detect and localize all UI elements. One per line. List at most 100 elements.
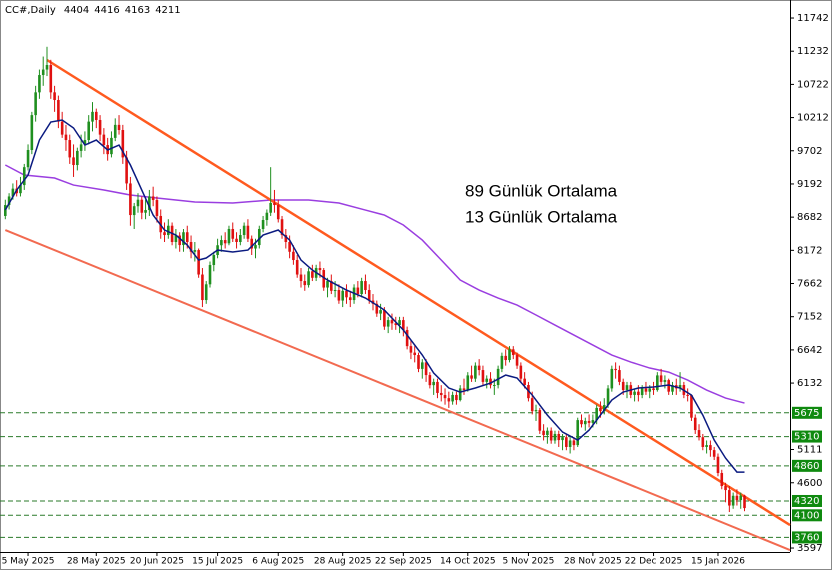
candle-body <box>239 235 242 243</box>
candle-body <box>538 410 542 431</box>
candle-body <box>523 378 526 386</box>
candle-body <box>265 212 269 221</box>
candle-body <box>709 445 712 451</box>
candle-body <box>481 370 485 382</box>
candle-body <box>591 420 595 423</box>
candle-body <box>129 183 132 216</box>
candle-body <box>462 388 466 391</box>
candle-body <box>614 368 617 371</box>
candle-body <box>656 375 659 391</box>
candle-body <box>667 380 670 392</box>
candle-body <box>663 380 667 382</box>
candle-body <box>561 437 564 441</box>
candle-body <box>341 290 344 301</box>
candle-body <box>504 355 507 361</box>
candle-body <box>125 157 128 184</box>
candle-body <box>580 420 583 425</box>
candle-body <box>163 232 166 236</box>
candle-body <box>76 150 79 166</box>
candle-body <box>64 134 68 141</box>
x-tick-label: 5 Nov 2025 <box>502 557 554 567</box>
candle-body <box>417 355 420 369</box>
y-tick-label: 11742 <box>797 13 829 24</box>
candle-body <box>53 92 56 101</box>
candle-body <box>45 65 49 70</box>
open: 4404 <box>64 5 89 16</box>
candle-body <box>659 375 663 382</box>
candle-body <box>424 362 428 376</box>
y-tick-label: 9192 <box>797 179 822 190</box>
x-tick-label: 28 May 2025 <box>67 557 126 567</box>
candle-body <box>223 240 227 244</box>
candle-body <box>644 388 648 392</box>
candle-body <box>22 167 26 186</box>
level-label-box <box>792 494 822 507</box>
candle-body <box>87 121 91 141</box>
candle-body <box>178 235 181 246</box>
candle-body <box>333 290 337 292</box>
candle-body <box>360 281 363 295</box>
x-tick-label: 6 Aug 2025 <box>252 557 304 567</box>
candle-body <box>500 355 504 369</box>
candle-body <box>735 495 739 501</box>
high: 4416 <box>94 5 119 16</box>
y-tick-label: 10212 <box>797 113 829 124</box>
candle-body <box>519 365 523 379</box>
candle-body <box>208 265 212 285</box>
candle-body <box>420 362 424 369</box>
candle-body <box>621 381 625 391</box>
y-tick-label: 10722 <box>797 79 829 90</box>
candle-body <box>280 219 284 236</box>
candle-body <box>572 440 576 446</box>
candle-body <box>68 140 72 158</box>
x-tick-label: 28 Nov 2025 <box>564 557 622 567</box>
candle-body <box>57 100 60 122</box>
candle-body <box>98 119 102 135</box>
candle-body <box>242 225 246 236</box>
moving-average <box>4 164 745 404</box>
candle-body <box>587 420 591 423</box>
y-tick-label: 8172 <box>797 245 822 256</box>
candle-body <box>113 124 117 138</box>
level-label-box <box>792 459 822 472</box>
candle-body <box>618 370 621 382</box>
candle-body <box>7 196 11 206</box>
candle-body <box>508 349 511 361</box>
x-tick-label: 15 Jan 2026 <box>691 557 745 567</box>
y-tick-label: 5111 <box>797 445 822 456</box>
y-tick-label: 9702 <box>797 146 822 157</box>
candle-body <box>220 240 223 246</box>
candle-body <box>269 202 272 213</box>
candle-body <box>693 417 697 431</box>
candle-body <box>553 433 557 441</box>
candle-body <box>686 394 689 396</box>
candle-body <box>432 381 435 386</box>
candle-body <box>390 320 394 324</box>
candle-body <box>193 250 197 252</box>
candle-body <box>79 144 83 151</box>
candle-body <box>276 205 280 220</box>
y-tick-label: 6642 <box>797 345 822 356</box>
candle-body <box>678 385 682 389</box>
candle-body <box>493 385 496 387</box>
candle-body <box>102 134 106 146</box>
y-tick-label: 3597 <box>797 543 822 554</box>
candle-body <box>640 388 644 396</box>
candle-body <box>712 450 716 457</box>
level-label: 5675 <box>794 408 819 419</box>
legend-entry: 13 Günlük Ortalama <box>465 207 618 226</box>
candle-body <box>11 188 15 197</box>
candle-body <box>743 495 746 509</box>
x-tick-label: 5 May 2025 <box>2 557 55 567</box>
candle-body <box>288 242 291 252</box>
level-label-box <box>792 509 822 522</box>
candle-body <box>455 394 458 401</box>
candle-body <box>602 405 606 412</box>
candle-body <box>204 284 208 301</box>
candle-body <box>409 346 413 353</box>
candle-body <box>330 281 333 291</box>
level-label-box <box>792 406 822 419</box>
candle-body <box>303 281 307 286</box>
candle-body <box>739 495 743 501</box>
candle-body <box>405 330 409 347</box>
